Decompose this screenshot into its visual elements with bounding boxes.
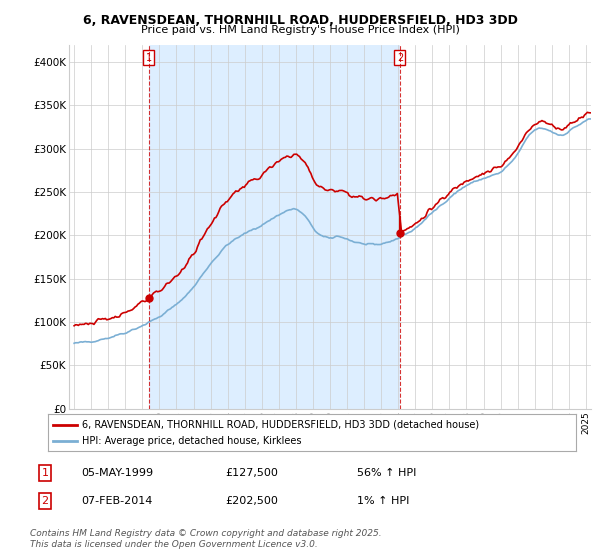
Text: Contains HM Land Registry data © Crown copyright and database right 2025.
This d: Contains HM Land Registry data © Crown c… xyxy=(30,529,382,549)
Text: 6, RAVENSDEAN, THORNHILL ROAD, HUDDERSFIELD, HD3 3DD: 6, RAVENSDEAN, THORNHILL ROAD, HUDDERSFI… xyxy=(83,14,517,27)
Text: HPI: Average price, detached house, Kirklees: HPI: Average price, detached house, Kirk… xyxy=(82,436,302,446)
Bar xyxy=(149,45,400,409)
Text: 07-FEB-2014: 07-FEB-2014 xyxy=(81,496,152,506)
Text: 6, RAVENSDEAN, THORNHILL ROAD, HUDDERSFIELD, HD3 3DD (detached house): 6, RAVENSDEAN, THORNHILL ROAD, HUDDERSFI… xyxy=(82,419,479,430)
Text: 1: 1 xyxy=(41,468,49,478)
Text: 2: 2 xyxy=(397,53,403,63)
Text: 1% ↑ HPI: 1% ↑ HPI xyxy=(357,496,409,506)
Text: Price paid vs. HM Land Registry's House Price Index (HPI): Price paid vs. HM Land Registry's House … xyxy=(140,25,460,35)
Text: 2: 2 xyxy=(41,496,49,506)
Text: £127,500: £127,500 xyxy=(225,468,278,478)
Text: 1: 1 xyxy=(146,53,152,63)
Text: 05-MAY-1999: 05-MAY-1999 xyxy=(81,468,153,478)
Text: 56% ↑ HPI: 56% ↑ HPI xyxy=(357,468,416,478)
Text: £202,500: £202,500 xyxy=(225,496,278,506)
